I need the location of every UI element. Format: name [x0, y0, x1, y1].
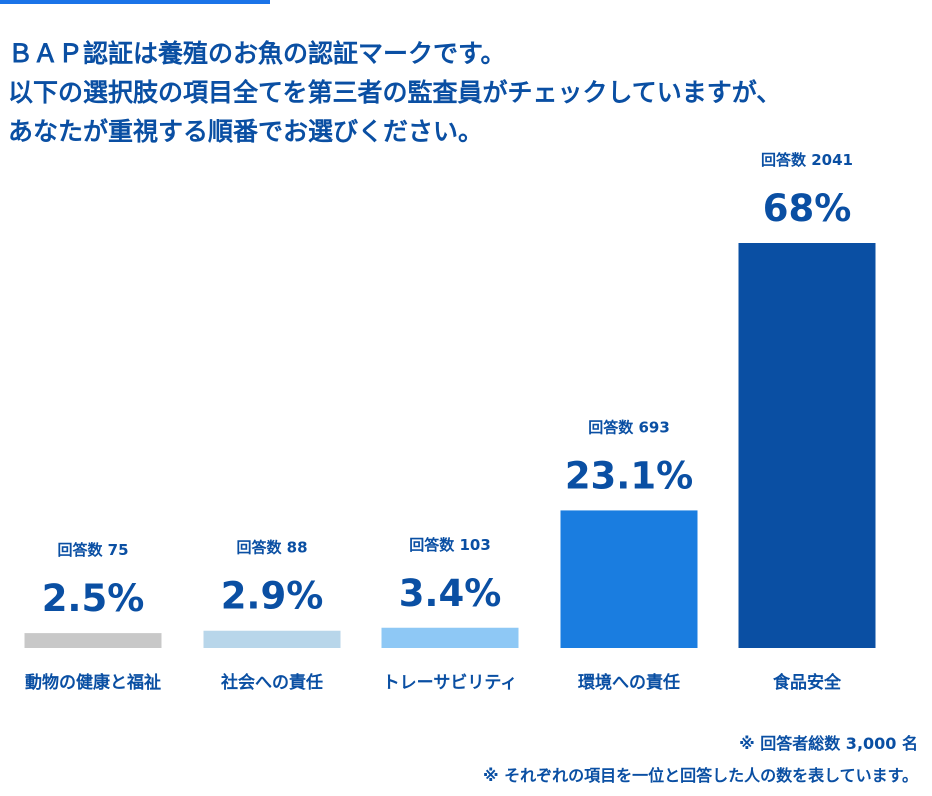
footnotes: ※ 回答者総数 3,000 名 ※ それぞれの項目を一位と回答した人の数を表して…	[483, 728, 918, 792]
percent-label-0: 2.5%	[42, 577, 145, 620]
category-label-2: トレーサビリティ	[383, 673, 518, 693]
percent-label-1: 2.9%	[221, 575, 324, 618]
note-total-respondents: ※ 回答者総数 3,000 名	[739, 734, 918, 753]
percent-label-4: 68%	[763, 187, 852, 230]
note-explanation: ※ それぞれの項目を一位と回答した人の数を表しています。	[482, 766, 918, 785]
count-label-2: 回答数 103	[409, 536, 491, 554]
count-label-4: 回答数 2041	[761, 151, 853, 169]
category-label-3: 環境への責任	[578, 672, 680, 693]
category-label-4: 食品安全	[773, 672, 842, 693]
category-label-0: 動物の健康と福祉	[25, 672, 161, 693]
bar-0	[24, 633, 162, 648]
count-label-3: 回答数 693	[588, 418, 670, 436]
question-line-1: ＢＡＰ認証は養殖のお魚の認証マークです。	[8, 39, 506, 68]
question-line-3: あなたが重視する順番でお選びください。	[8, 117, 484, 146]
count-label-0: 回答数 75	[57, 541, 128, 559]
count-label-1: 回答数 88	[236, 539, 307, 557]
bar-1	[203, 630, 341, 648]
accent-line	[0, 0, 270, 4]
category-label-1: 社会への責任	[220, 672, 323, 693]
question-text: ＢＡＰ認証は養殖のお魚の認証マークです。 以下の選択肢の項目全てを第三者の監査員…	[8, 34, 908, 151]
percent-label-2: 3.4%	[399, 572, 502, 615]
bar-4	[738, 243, 876, 648]
percent-label-3: 23.1%	[565, 454, 693, 497]
question-line-2: 以下の選択肢の項目全てを第三者の監査員がチェックしていますが、	[8, 78, 782, 107]
bar-2	[381, 627, 519, 648]
bar-3	[560, 510, 698, 648]
